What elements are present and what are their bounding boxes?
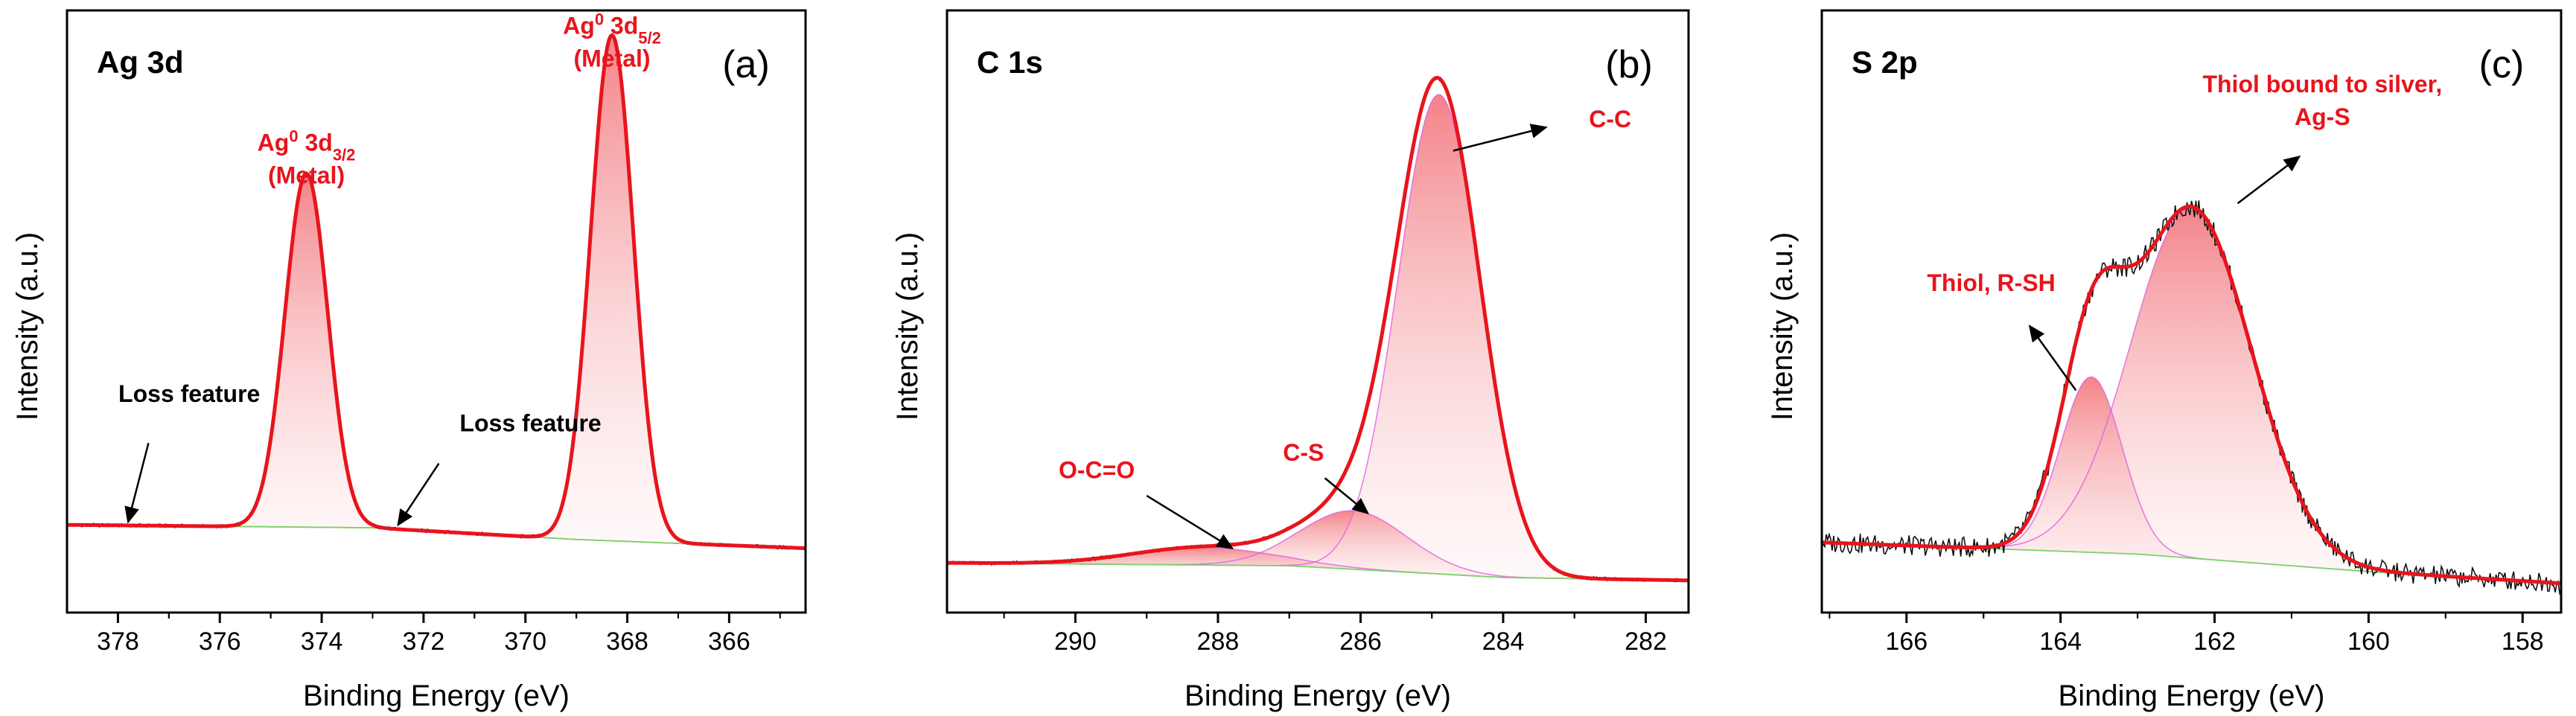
annotation-label: Ag0 3d3/2: [258, 127, 356, 164]
x-axis: 290 288 286 284 282: [1003, 613, 1667, 656]
plot-area: [947, 75, 1689, 584]
annotation: C-C: [1453, 106, 1631, 152]
peak-fill-2: [947, 511, 1689, 581]
annotation-label: Loss feature: [459, 410, 601, 437]
peak-fill-2: [1822, 207, 2561, 584]
peak-fill-2: [67, 35, 806, 549]
annotation: Loss feature: [397, 410, 602, 527]
y-axis-label: Intensity (a.u.): [891, 232, 924, 421]
x-axis-label: Binding Energy (eV): [1185, 680, 1451, 712]
annotation-label: Thiol, R-SH: [1927, 269, 2055, 296]
panel-c: 166 164 162 160 158 Binding Energy (eV) Intens…: [1766, 9, 2563, 712]
panel-title: C 1s: [977, 45, 1043, 80]
x-tick-label: 286: [1339, 627, 1382, 656]
x-tick-label: 158: [2502, 627, 2544, 656]
x-tick-label: 370: [504, 627, 546, 656]
panel-label: (a): [722, 43, 770, 86]
panel-a: 378 376 374 372 370 368 366 Binding Energy (eV)…: [11, 9, 807, 712]
x-tick-label: 368: [606, 627, 648, 656]
x-axis-label: Binding Energy (eV): [303, 680, 570, 712]
x-tick-label: 166: [1885, 627, 1928, 656]
x-tick-label: 374: [301, 627, 343, 656]
x-axis: 378 376 374 372 370 368 366: [97, 613, 781, 656]
annotation: Ag0 3d3/2(Metal): [258, 127, 356, 189]
panel-title: S 2p: [1852, 45, 1918, 80]
fit-envelope-line: [947, 75, 1689, 583]
annotation-label-line2: Ag-S: [2295, 103, 2350, 130]
y-axis-label: Intensity (a.u.): [11, 232, 44, 421]
annotation-arrow: [2237, 155, 2301, 205]
x-tick-label: 162: [2193, 627, 2236, 656]
annotation-arrow: [397, 463, 440, 527]
annotation: Thiol, R-SH: [1927, 269, 2077, 391]
x-tick-label: 378: [97, 627, 139, 656]
x-tick-label: 376: [199, 627, 241, 656]
plot-area: [1822, 200, 2561, 595]
annotation-label: Ag0 3d5/2: [563, 10, 661, 47]
x-axis-label: Binding Energy (eV): [2059, 680, 2325, 712]
panel-label: (c): [2479, 43, 2525, 86]
annotation-arrow: [1453, 124, 1548, 152]
y-axis-label: Intensity (a.u.): [1766, 232, 1799, 421]
annotation-label: C-S: [1283, 439, 1324, 466]
peak-fill-1: [67, 173, 806, 549]
x-tick-label: 290: [1054, 627, 1097, 656]
x-tick-label: 366: [708, 627, 750, 656]
x-tick-label: 288: [1197, 627, 1240, 656]
fit-envelope-line: [67, 33, 806, 551]
plot-frame: [66, 9, 807, 614]
experimental-line: [67, 33, 806, 551]
annotation: Ag0 3d5/2(Metal): [563, 10, 661, 71]
annotation: O-C=O: [1059, 456, 1234, 549]
annotation-label: C-C: [1589, 106, 1631, 132]
background-line: [947, 562, 1689, 581]
annotation-arrow: [124, 442, 150, 524]
x-tick-label: 160: [2347, 627, 2390, 656]
annotation: Loss feature: [118, 380, 260, 524]
plot-area: [67, 33, 806, 551]
annotation: C-S: [1283, 439, 1369, 515]
x-tick-label: 282: [1625, 627, 1667, 656]
plot-frame: [946, 9, 1690, 614]
panel-b: 290 288 286 284 282 Binding Energy (eV) Intens…: [891, 9, 1690, 712]
annotation-arrow: [2028, 325, 2077, 391]
x-axis: 166 164 162 160 158: [1829, 613, 2544, 656]
x-tick-label: 164: [2039, 627, 2082, 656]
annotation-label: Thiol bound to silver,: [2202, 71, 2442, 98]
fit-envelope-line: [1822, 204, 2561, 586]
annotation-label-line2: (Metal): [573, 45, 650, 71]
plot-frame: [1820, 9, 2563, 614]
peak-component-1: [67, 173, 806, 549]
annotation-arrow: [1324, 477, 1369, 515]
annotation-arrow: [1146, 494, 1234, 549]
peak-component-2: [67, 34, 806, 549]
annotation: Thiol bound to silver, Ag-S: [2202, 71, 2442, 205]
x-tick-label: 372: [403, 627, 445, 656]
annotation-label: O-C=O: [1059, 456, 1135, 483]
x-tick-label: 284: [1482, 627, 1525, 656]
experimental-line: [947, 75, 1689, 584]
panel-label: (b): [1605, 43, 1653, 86]
panel-title: Ag 3d: [97, 45, 184, 80]
annotation-label-line2: (Metal): [268, 162, 345, 189]
peak-fill-3: [947, 95, 1689, 581]
annotation-label: Loss feature: [118, 380, 260, 407]
